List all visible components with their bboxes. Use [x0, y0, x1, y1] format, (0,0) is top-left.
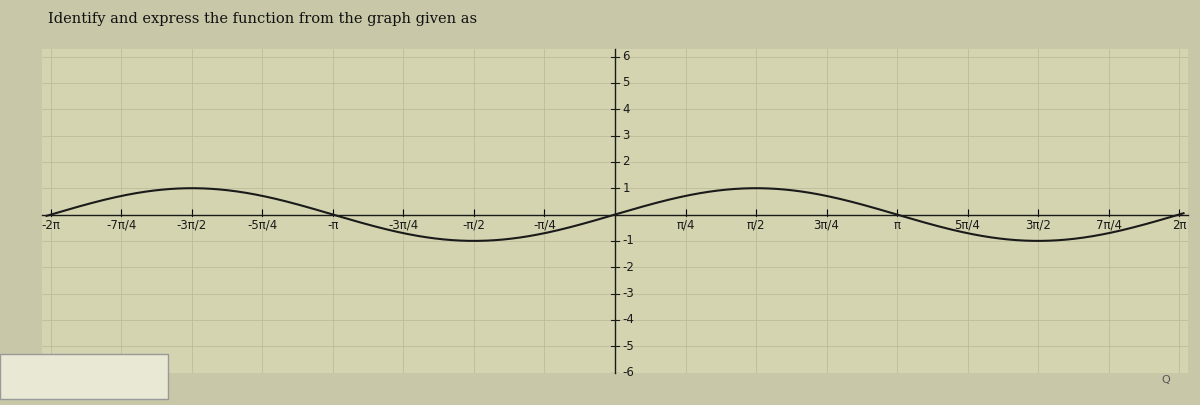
Text: π/4: π/4	[677, 219, 695, 232]
Text: -3π/2: -3π/2	[176, 219, 208, 232]
Text: -4: -4	[622, 313, 634, 326]
Text: 2π: 2π	[1171, 219, 1187, 232]
Text: -6: -6	[622, 366, 634, 379]
Text: -1: -1	[622, 234, 634, 247]
Text: 6: 6	[622, 50, 630, 63]
Text: 3: 3	[622, 129, 630, 142]
Text: 3π/4: 3π/4	[814, 219, 840, 232]
Text: -5π/4: -5π/4	[247, 219, 277, 232]
Text: 2: 2	[622, 156, 630, 168]
Text: -2π: -2π	[42, 219, 60, 232]
Text: 5π/4: 5π/4	[954, 219, 980, 232]
Text: -2: -2	[622, 261, 634, 274]
Text: -5: -5	[622, 340, 634, 353]
Text: -π: -π	[328, 219, 338, 232]
Text: -π/4: -π/4	[533, 219, 556, 232]
Text: π/2: π/2	[746, 219, 766, 232]
Text: 5: 5	[622, 77, 630, 90]
Text: 3π/2: 3π/2	[1025, 219, 1051, 232]
Text: 7π/4: 7π/4	[1096, 219, 1122, 232]
Text: -7π/4: -7π/4	[107, 219, 137, 232]
Text: Q: Q	[1162, 375, 1170, 385]
Text: -π/2: -π/2	[462, 219, 486, 232]
Text: 1: 1	[622, 182, 630, 195]
Text: -3: -3	[622, 287, 634, 300]
Text: 4: 4	[622, 103, 630, 116]
Text: π: π	[894, 219, 900, 232]
Text: -3π/4: -3π/4	[389, 219, 419, 232]
Text: Identify and express the function from the graph given as: Identify and express the function from t…	[48, 12, 481, 26]
